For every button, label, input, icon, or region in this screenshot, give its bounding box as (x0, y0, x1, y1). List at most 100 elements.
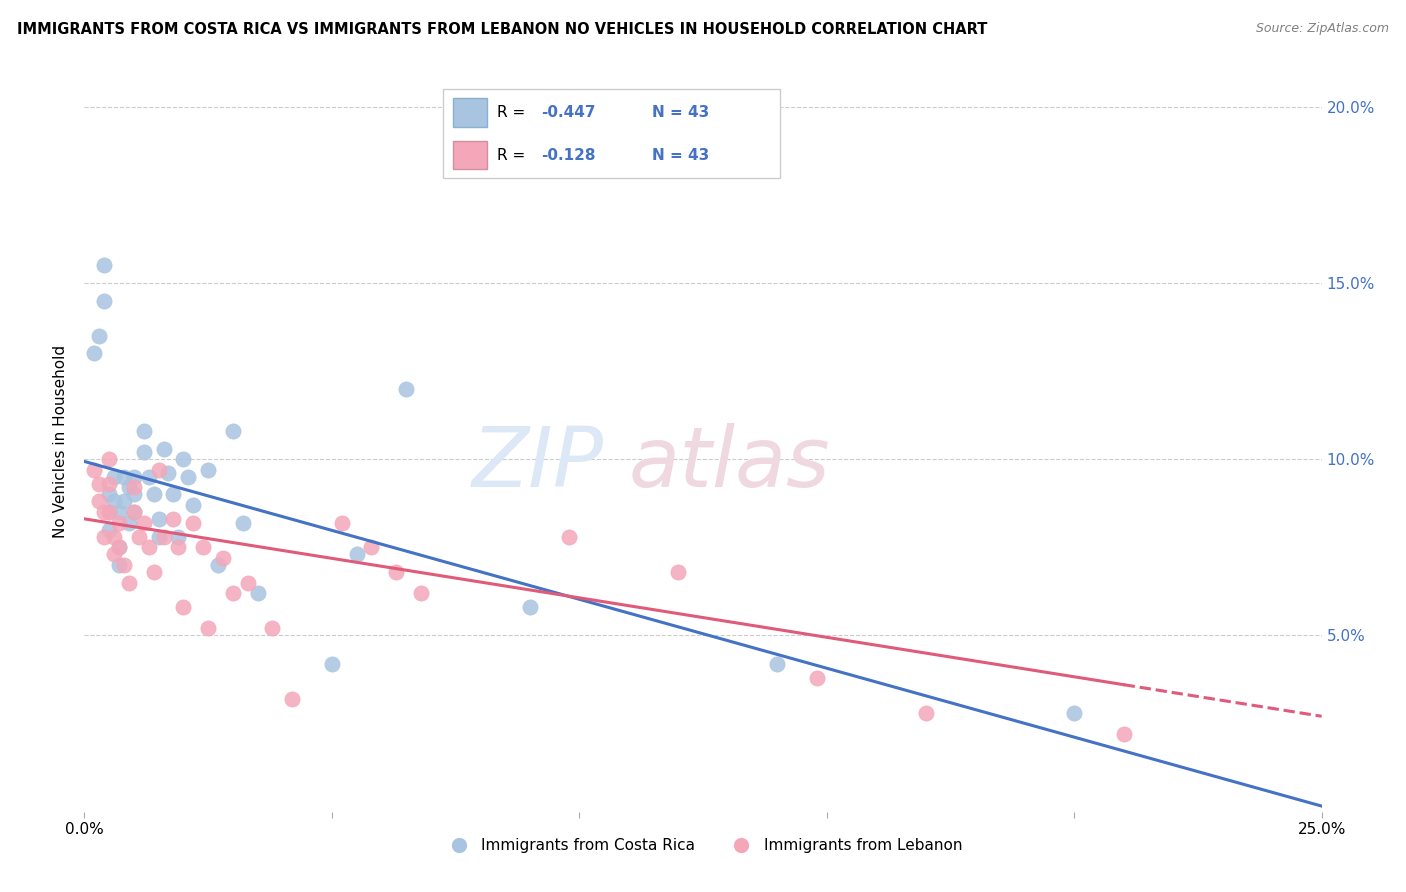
Point (83, 463, 105, 477)
Point (132, 445, 155, 459)
Point (93, 530, 115, 544)
Point (409, 586, 432, 600)
Point (98, 523, 121, 537)
Point (385, 565, 408, 579)
Text: -0.128: -0.128 (541, 148, 595, 162)
Point (128, 530, 150, 544)
Text: IMMIGRANTS FROM COSTA RICA VS IMMIGRANTS FROM LEBANON NO VEHICLES IN HOUSEHOLD C: IMMIGRANTS FROM COSTA RICA VS IMMIGRANTS… (17, 22, 987, 37)
Point (281, 692, 304, 706)
Point (395, 382, 418, 396)
Point (191, 541, 214, 555)
Point (89, 328, 111, 343)
Point (222, 586, 245, 600)
Point (181, 516, 204, 530)
Legend: Immigrants from Costa Rica, Immigrants from Lebanon: Immigrants from Costa Rica, Immigrants f… (437, 832, 969, 860)
Point (103, 494, 125, 508)
Point (112, 494, 135, 508)
Point (558, 530, 581, 544)
Point (142, 565, 165, 579)
Point (162, 487, 184, 501)
Point (98, 476, 121, 491)
Point (162, 512, 184, 526)
Point (152, 442, 174, 456)
Text: Source: ZipAtlas.com: Source: ZipAtlas.com (1256, 22, 1389, 36)
Point (519, 600, 541, 615)
Point (148, 512, 170, 526)
Point (138, 470, 160, 484)
Point (93, 293, 115, 308)
Point (167, 530, 190, 544)
Text: ZIP: ZIP (472, 423, 605, 504)
Point (167, 541, 190, 555)
Point (89, 494, 111, 508)
Point (98, 487, 121, 501)
Point (103, 470, 125, 484)
Point (152, 530, 174, 544)
Point (246, 586, 269, 600)
Point (142, 487, 165, 501)
Point (93, 258, 115, 272)
Point (108, 505, 131, 519)
Point (197, 463, 219, 477)
FancyBboxPatch shape (443, 89, 780, 178)
Point (93, 505, 115, 519)
Point (914, 706, 936, 720)
Point (103, 547, 125, 561)
Point (212, 550, 235, 565)
Point (108, 541, 131, 555)
Point (89, 476, 111, 491)
Point (232, 516, 254, 530)
Point (177, 470, 200, 484)
Point (148, 463, 170, 477)
Point (360, 541, 382, 555)
Y-axis label: No Vehicles in Household: No Vehicles in Household (53, 345, 69, 538)
Point (118, 480, 141, 494)
Point (1063, 706, 1085, 720)
Point (236, 575, 259, 590)
Point (157, 467, 180, 481)
Text: atlas: atlas (628, 423, 831, 504)
Point (766, 657, 789, 671)
Point (122, 480, 145, 494)
Point (83, 346, 105, 360)
Point (122, 505, 145, 519)
FancyBboxPatch shape (453, 141, 486, 169)
Point (112, 470, 135, 484)
Point (181, 498, 204, 512)
Point (222, 424, 245, 438)
Point (172, 452, 194, 467)
Text: R =: R = (496, 148, 534, 162)
Point (118, 575, 141, 590)
Point (98, 505, 121, 519)
Point (138, 541, 160, 555)
Text: N = 43: N = 43 (652, 148, 710, 162)
Text: -0.447: -0.447 (541, 105, 595, 120)
Point (148, 530, 170, 544)
Point (197, 621, 219, 635)
Point (108, 541, 131, 555)
Point (108, 516, 131, 530)
Point (806, 671, 828, 685)
Point (122, 505, 145, 519)
Text: R =: R = (496, 105, 530, 120)
Point (262, 621, 284, 635)
Point (207, 558, 229, 572)
Point (118, 516, 141, 530)
Point (444, 163, 467, 178)
Point (330, 516, 353, 530)
Point (132, 516, 155, 530)
Point (132, 424, 155, 438)
Point (122, 470, 145, 484)
Point (1112, 727, 1135, 741)
Point (103, 530, 125, 544)
Point (346, 547, 368, 561)
Point (98, 452, 121, 467)
Point (122, 487, 145, 501)
Point (112, 558, 135, 572)
Point (321, 657, 343, 671)
Text: N = 43: N = 43 (652, 105, 710, 120)
Point (98, 505, 121, 519)
Point (666, 565, 689, 579)
Point (108, 558, 131, 572)
FancyBboxPatch shape (453, 98, 486, 127)
